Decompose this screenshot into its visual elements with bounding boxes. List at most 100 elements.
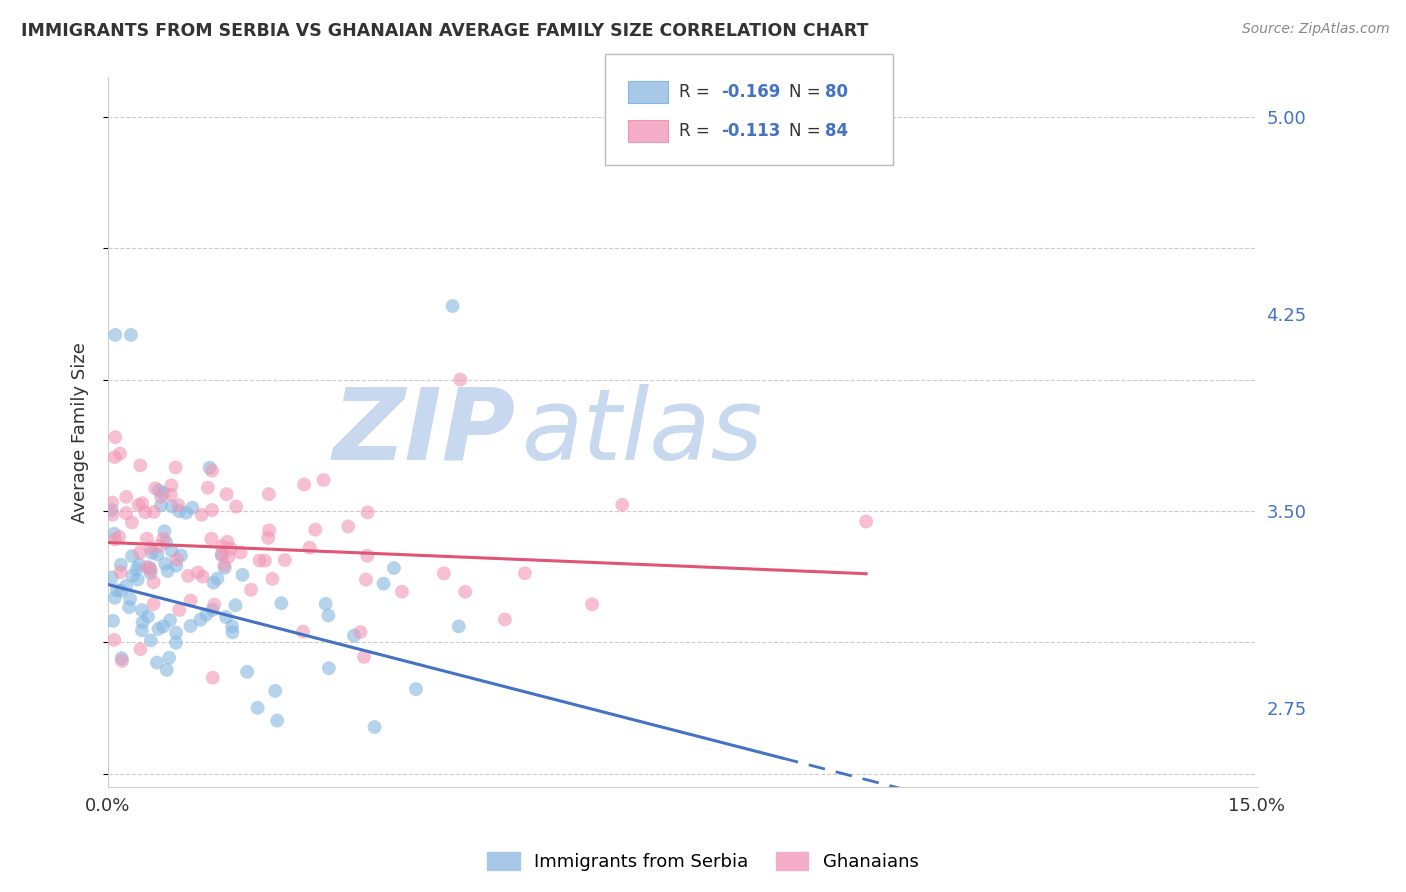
- Text: -0.169: -0.169: [721, 83, 780, 101]
- Ghanaians: [202, 598, 225, 612]
- Immigrants from Serbia: [221, 625, 243, 640]
- Ghanaians: [612, 498, 634, 512]
- Ghanaians: [104, 533, 127, 547]
- Immigrants from Serbia: [174, 506, 197, 520]
- Immigrants from Serbia: [139, 633, 162, 648]
- Ghanaians: [143, 481, 166, 495]
- Immigrants from Serbia: [141, 546, 163, 560]
- Ghanaians: [136, 560, 159, 574]
- Text: -0.113: -0.113: [721, 122, 780, 140]
- Ghanaians: [111, 654, 134, 668]
- Text: R =: R =: [679, 83, 716, 101]
- Immigrants from Serbia: [131, 624, 153, 638]
- Immigrants from Serbia: [156, 663, 179, 677]
- Ghanaians: [101, 495, 124, 509]
- Y-axis label: Average Family Size: Average Family Size: [72, 342, 89, 523]
- Ghanaians: [257, 531, 280, 545]
- Ghanaians: [298, 541, 321, 555]
- Ghanaians: [249, 553, 271, 567]
- Immigrants from Serbia: [214, 561, 236, 575]
- Ghanaians: [257, 487, 280, 501]
- Immigrants from Serbia: [264, 684, 287, 698]
- Immigrants from Serbia: [198, 460, 221, 475]
- Immigrants from Serbia: [104, 591, 127, 605]
- Immigrants from Serbia: [318, 608, 340, 623]
- Ghanaians: [142, 575, 165, 590]
- Immigrants from Serbia: [115, 579, 138, 593]
- Ghanaians: [201, 671, 224, 685]
- Ghanaians: [142, 505, 165, 519]
- Ghanaians: [108, 447, 131, 461]
- Immigrants from Serbia: [221, 619, 243, 633]
- Immigrants from Serbia: [447, 619, 470, 633]
- Ghanaians: [292, 624, 315, 639]
- Immigrants from Serbia: [153, 524, 176, 539]
- Ghanaians: [513, 566, 536, 581]
- Text: ZIP: ZIP: [333, 384, 516, 481]
- Immigrants from Serbia: [246, 701, 269, 715]
- Ghanaians: [167, 498, 190, 512]
- Immigrants from Serbia: [207, 572, 229, 586]
- Text: IMMIGRANTS FROM SERBIA VS GHANAIAN AVERAGE FAMILY SIZE CORRELATION CHART: IMMIGRANTS FROM SERBIA VS GHANAIAN AVERA…: [21, 22, 869, 40]
- Ghanaians: [274, 553, 297, 567]
- Immigrants from Serbia: [125, 562, 148, 576]
- Immigrants from Serbia: [110, 558, 132, 572]
- Text: N =: N =: [789, 83, 825, 101]
- Immigrants from Serbia: [139, 560, 162, 574]
- Immigrants from Serbia: [181, 500, 204, 515]
- Ghanaians: [449, 373, 471, 387]
- Ghanaians: [103, 632, 125, 647]
- Immigrants from Serbia: [195, 607, 218, 622]
- Immigrants from Serbia: [101, 614, 124, 628]
- Ghanaians: [211, 548, 233, 562]
- Ghanaians: [139, 563, 162, 577]
- Ghanaians: [337, 519, 360, 533]
- Ghanaians: [353, 649, 375, 664]
- Ghanaians: [200, 532, 222, 546]
- Immigrants from Serbia: [152, 619, 174, 633]
- Immigrants from Serbia: [363, 720, 385, 734]
- Ghanaians: [433, 566, 456, 581]
- Text: 84: 84: [825, 122, 848, 140]
- Immigrants from Serbia: [315, 597, 337, 611]
- Ghanaians: [139, 541, 162, 555]
- Ghanaians: [581, 598, 603, 612]
- Immigrants from Serbia: [160, 500, 183, 514]
- Immigrants from Serbia: [128, 558, 150, 572]
- Immigrants from Serbia: [148, 483, 170, 498]
- Immigrants from Serbia: [165, 558, 187, 573]
- Ghanaians: [177, 569, 200, 583]
- Immigrants from Serbia: [236, 665, 259, 679]
- Immigrants from Serbia: [118, 591, 141, 606]
- Ghanaians: [219, 541, 242, 556]
- Immigrants from Serbia: [110, 583, 132, 598]
- Ghanaians: [104, 450, 127, 465]
- Immigrants from Serbia: [121, 568, 143, 582]
- Text: N =: N =: [789, 122, 825, 140]
- Ghanaians: [110, 565, 132, 579]
- Text: R =: R =: [679, 122, 716, 140]
- Immigrants from Serbia: [159, 613, 181, 627]
- Ghanaians: [253, 554, 276, 568]
- Ghanaians: [312, 473, 335, 487]
- Ghanaians: [212, 558, 235, 573]
- Immigrants from Serbia: [179, 619, 201, 633]
- Ghanaians: [166, 552, 188, 566]
- Immigrants from Serbia: [165, 636, 187, 650]
- Ghanaians: [128, 546, 150, 560]
- Immigrants from Serbia: [118, 600, 141, 615]
- Ghanaians: [494, 612, 516, 626]
- Immigrants from Serbia: [110, 651, 132, 665]
- Ghanaians: [165, 460, 187, 475]
- Ghanaians: [215, 487, 238, 501]
- Ghanaians: [142, 597, 165, 611]
- Immigrants from Serbia: [215, 610, 238, 624]
- Immigrants from Serbia: [165, 625, 187, 640]
- Immigrants from Serbia: [441, 299, 464, 313]
- Ghanaians: [121, 516, 143, 530]
- Immigrants from Serbia: [202, 575, 225, 590]
- Ghanaians: [257, 524, 280, 538]
- Immigrants from Serbia: [270, 596, 292, 610]
- Ghanaians: [304, 523, 326, 537]
- Immigrants from Serbia: [101, 503, 124, 517]
